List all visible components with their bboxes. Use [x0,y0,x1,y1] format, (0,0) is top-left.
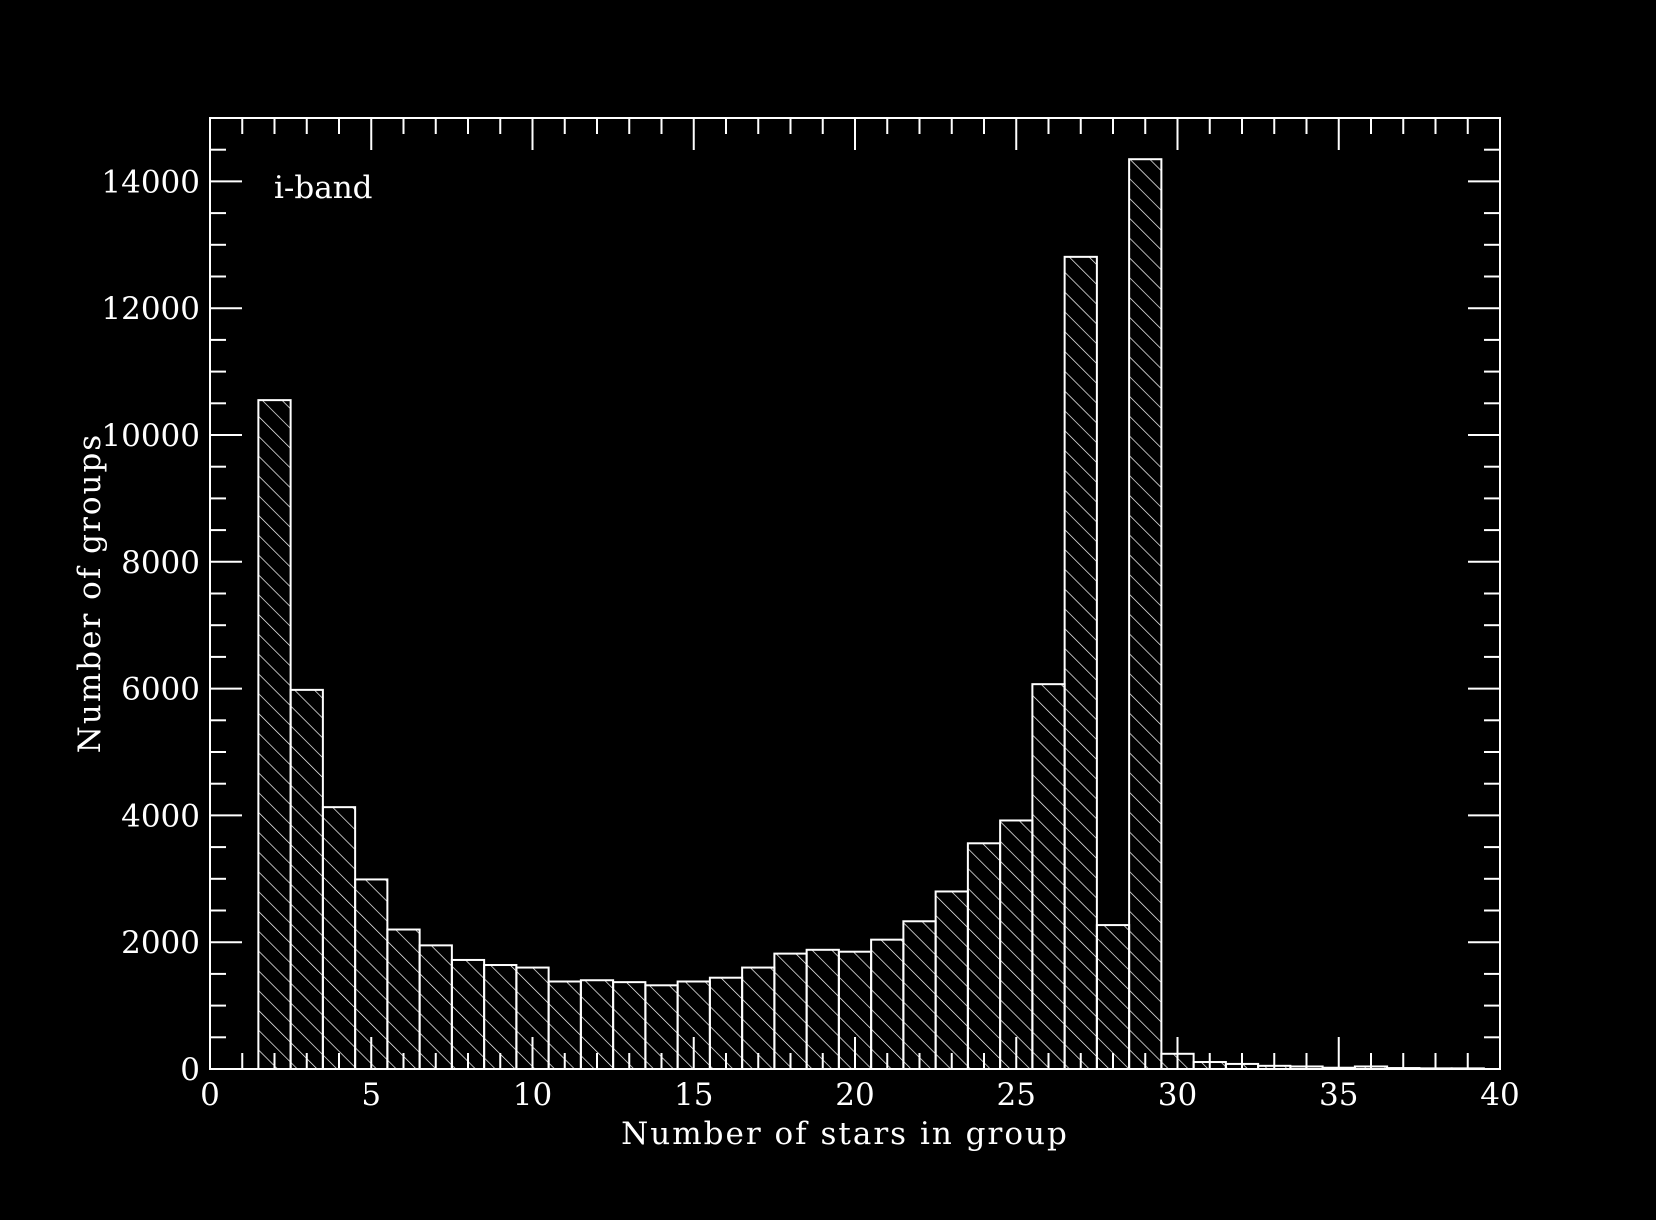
histogram-bar-19 [805,948,840,1070]
y-tick-label: 0 [180,1052,200,1088]
histogram-bar-17 [741,966,776,1070]
histogram-bar-18 [773,952,808,1070]
histogram-bar-28 [1095,924,1131,1070]
x-tick-label: 40 [1480,1077,1519,1113]
x-tick-label: 20 [835,1077,874,1113]
histogram-bar-29 [1128,158,1163,1070]
histogram-bar-2 [257,399,292,1070]
histogram-bar-22 [902,920,937,1071]
histogram-bar-25 [999,819,1034,1070]
histogram-bar-21 [870,938,905,1070]
y-tick-label: 6000 [121,672,200,708]
histogram-bar-27 [1063,255,1098,1070]
y-tick-label: 2000 [121,925,200,961]
x-tick-label: 5 [361,1077,381,1113]
x-tick-label: 35 [1319,1077,1358,1113]
y-tick-label: 10000 [101,418,200,454]
histogram-bar-26 [1031,683,1066,1070]
y-tick-label: 8000 [121,545,200,581]
x-tick-label: 15 [674,1077,713,1113]
y-tick-label: 4000 [121,798,200,834]
histogram-bar-23 [934,890,969,1070]
histogram-bar-8 [450,958,486,1071]
x-tick-label: 30 [1158,1077,1197,1113]
band-annotation: i-band [274,170,373,206]
histogram-bar-4 [321,806,357,1071]
histogram-bar-9 [483,964,518,1070]
x-tick-label: 0 [200,1077,220,1113]
x-tick-label: 10 [513,1077,552,1113]
ticks-layer [209,117,1501,1070]
y-axis-title: Number of groups [72,433,108,753]
histogram-bar-7 [418,944,453,1070]
x-axis-title: Number of stars in group [621,1116,1069,1152]
histogram-bar-6 [386,928,421,1071]
histogram-bar-24 [966,842,1002,1071]
tick-labels-layer: 0 5 10 15 20 25 30 35 40 0 2000 4000 6000 8000 10000 12… [101,164,1519,1113]
y-tick-label: 14000 [101,164,200,200]
histogram-bar-3 [289,688,324,1070]
x-tick-label: 25 [997,1077,1036,1113]
y-tick-label: 12000 [101,291,200,327]
